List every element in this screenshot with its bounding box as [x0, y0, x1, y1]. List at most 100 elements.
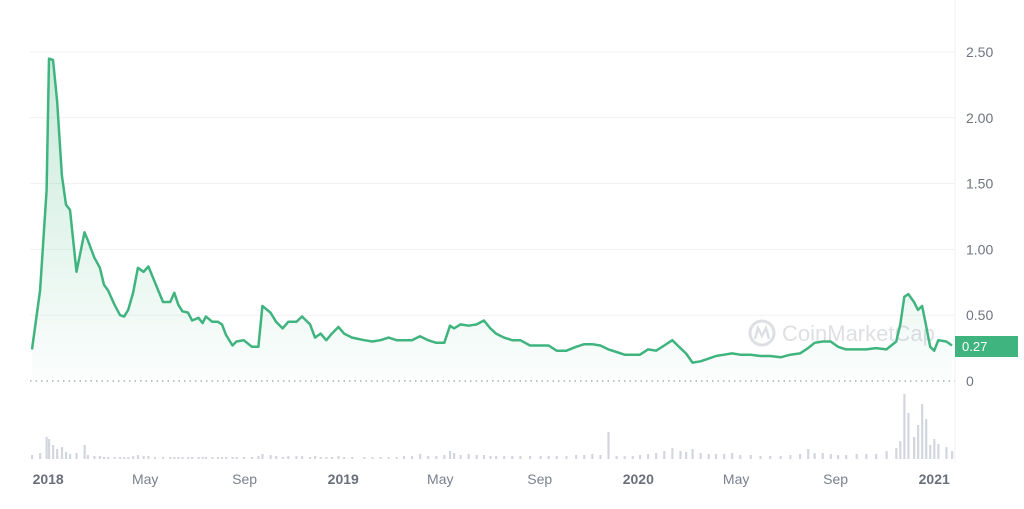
volume-bar — [102, 457, 106, 459]
volume-bar — [242, 457, 246, 459]
volume-bar — [113, 457, 116, 459]
volume-bar — [685, 452, 688, 459]
volume-bar — [47, 439, 51, 459]
volume-bar — [75, 453, 78, 459]
volume-bar — [799, 454, 802, 459]
volume-bar — [638, 455, 642, 459]
volume-bar — [52, 445, 55, 459]
volume-bar — [387, 457, 390, 459]
volume-bar — [907, 413, 910, 459]
volume-bar — [917, 425, 920, 459]
volume-bar — [153, 457, 157, 459]
volume-bar — [495, 456, 498, 459]
volume-bar — [173, 457, 176, 459]
volume-bar — [419, 454, 422, 459]
volume-bar — [68, 454, 72, 459]
volume-bar — [216, 457, 220, 459]
x-tick-label: May — [723, 471, 749, 487]
volume-bar — [337, 456, 340, 459]
volume-bar — [231, 457, 234, 459]
x-axis-labels: 2018 May Sep 2019 May Sep 2020 May Sep 2021 — [33, 471, 950, 487]
volume-bar — [789, 455, 792, 459]
price-area-fill — [32, 58, 952, 381]
current-price-badge: 0.27 — [955, 336, 1018, 357]
volume-bar — [201, 457, 204, 459]
volume-bar — [631, 456, 634, 459]
volume-bar — [225, 457, 228, 459]
volume-bar — [813, 453, 816, 459]
volume-bar — [528, 456, 532, 459]
volume-bar — [309, 457, 312, 459]
x-tick-label: Sep — [823, 471, 848, 487]
volume-bar — [475, 455, 478, 459]
volume-bar — [83, 445, 86, 459]
current-price-label: 0.27 — [962, 339, 987, 354]
x-tick-label: 2019 — [328, 471, 359, 487]
volume-bar — [821, 453, 824, 459]
volume-bar — [161, 457, 165, 459]
volume-bar — [699, 453, 702, 459]
volume-bar — [875, 454, 878, 459]
volume-bar — [829, 454, 832, 459]
volume-bar — [855, 454, 858, 459]
volume-bar — [410, 456, 414, 459]
volume-bar — [448, 451, 452, 459]
volume-bar — [714, 454, 718, 459]
x-tick-label: 2021 — [919, 471, 950, 487]
volume-bar — [895, 448, 898, 459]
volume-bar — [204, 457, 208, 459]
volume-bar — [899, 441, 902, 459]
volume-bar — [749, 455, 752, 459]
volume-bar — [779, 456, 782, 459]
volume-bar — [591, 454, 594, 459]
volume-bar — [295, 456, 298, 459]
volume-bar — [181, 457, 184, 459]
y-tick-label: 2.50 — [966, 44, 993, 60]
volume-bar — [565, 456, 568, 459]
volume-bar — [86, 455, 89, 459]
volume-bar — [769, 456, 772, 459]
volume-bar — [921, 404, 924, 459]
volume-bar — [45, 437, 48, 459]
volume-bar — [127, 457, 130, 459]
y-tick-label: 2.00 — [966, 110, 993, 126]
y-tick-label: 1.50 — [966, 176, 993, 192]
volume-bar — [64, 452, 68, 459]
volume-bar — [363, 457, 366, 459]
volume-bar — [671, 448, 674, 459]
x-tick-label: May — [132, 471, 158, 487]
volume-bar — [93, 456, 96, 459]
volume-bar — [371, 457, 374, 459]
volume-bar — [759, 456, 762, 459]
volume-bar — [519, 456, 522, 459]
volume-bar — [98, 456, 102, 459]
volume-bar — [197, 457, 200, 459]
volume-bar — [250, 457, 254, 459]
volume-bar — [39, 453, 42, 459]
volume-bar — [929, 445, 932, 459]
volume-bar — [301, 456, 304, 459]
volume-bar — [482, 455, 486, 459]
volume-bar — [235, 457, 238, 459]
volume-bar — [60, 447, 64, 459]
volume-bar — [615, 456, 618, 459]
volume-bar — [885, 451, 888, 459]
volume-bar — [903, 394, 906, 459]
volume-bar — [257, 456, 260, 459]
volume-bar — [169, 457, 172, 459]
volume-bar — [402, 456, 406, 459]
price-line[interactable] — [30, 57, 953, 364]
volume-bar — [379, 457, 382, 459]
volume-bar — [269, 455, 272, 459]
volume-bar — [453, 453, 456, 459]
volume-bar — [395, 457, 398, 459]
volume-bar — [679, 451, 682, 459]
volume-bar — [191, 457, 194, 459]
volume-bar — [925, 419, 928, 459]
volume-bar — [275, 456, 278, 459]
x-tick-label: Sep — [527, 471, 552, 487]
volume-bar — [555, 456, 558, 459]
volume-bar — [351, 457, 354, 459]
volume-bar — [435, 456, 438, 459]
